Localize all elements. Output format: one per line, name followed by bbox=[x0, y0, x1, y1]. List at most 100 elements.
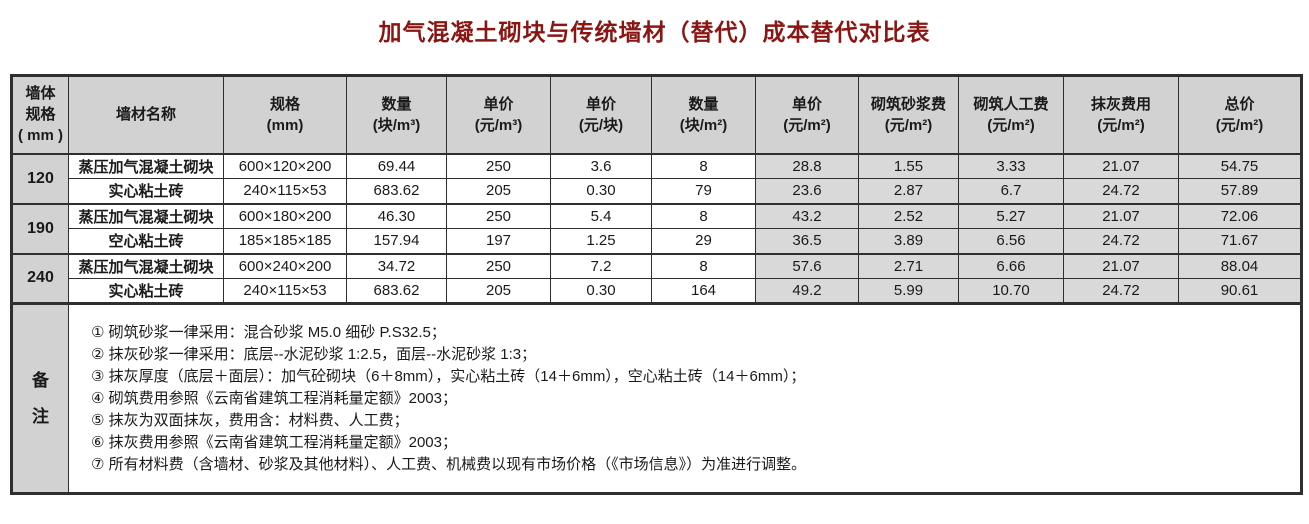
cell-size: 600×240×200 bbox=[223, 252, 347, 279]
table-row: 实心粘土砖 240×115×53 683.62 205 0.30 79 23.6… bbox=[12, 178, 1302, 204]
header-line: (块/m²) bbox=[679, 116, 728, 134]
col-header-price-per-m2: 单价 (元/m²) bbox=[755, 75, 859, 155]
col-header-plaster-fee: 抹灰费用 (元/m²) bbox=[1063, 75, 1179, 155]
cell-price-m2: 23.6 bbox=[755, 178, 859, 204]
cell-price-m2: 57.6 bbox=[755, 252, 859, 279]
cell-price-m3: 250 bbox=[446, 252, 551, 279]
cell-qty-m3: 683.62 bbox=[346, 178, 447, 204]
note-line: ③ 抹灰厚度（底层＋面层）：加气砼砌块（6＋8mm），实心粘土砖（14＋6mm）… bbox=[91, 367, 806, 385]
notes-label-char: 备 bbox=[32, 370, 49, 390]
header-line: 抹灰费用 bbox=[1090, 95, 1151, 113]
wall-spec-cell: 120 bbox=[11, 153, 69, 204]
cell-price-block: 1.25 bbox=[550, 228, 652, 254]
cell-price-m3: 250 bbox=[446, 202, 551, 229]
cost-comparison-table: 墙体 规格 ( mm ) 墙材名称 规格 (mm) 数量 (块/m³) 单价 (… bbox=[10, 74, 1303, 495]
cell-price-block: 0.30 bbox=[550, 178, 652, 204]
notes-label-char: 注 bbox=[32, 406, 49, 426]
cell-total: 71.67 bbox=[1178, 228, 1302, 254]
cell-labor-fee: 6.66 bbox=[958, 252, 1064, 279]
cell-price-block: 0.30 bbox=[550, 278, 652, 304]
cell-qty-m3: 69.44 bbox=[346, 153, 447, 179]
cell-material: 实心粘土砖 bbox=[68, 178, 224, 204]
header-line: ( mm ) bbox=[18, 127, 63, 145]
col-header-masonry-mortar-fee: 砌筑砂浆费 (元/m²) bbox=[858, 75, 959, 155]
cell-mortar-fee: 5.99 bbox=[858, 278, 959, 304]
note-line: ④ 砌筑费用参照《云南省建筑工程消耗量定额》2003； bbox=[91, 389, 457, 407]
cell-size: 240×115×53 bbox=[223, 278, 347, 304]
header-line: 单价 bbox=[791, 95, 822, 113]
header-line: 墙材名称 bbox=[115, 106, 176, 124]
cell-price-m2: 28.8 bbox=[755, 153, 859, 179]
table-row: 实心粘土砖 240×115×53 683.62 205 0.30 164 49.… bbox=[12, 278, 1302, 304]
cell-mortar-fee: 2.71 bbox=[858, 252, 959, 279]
col-header-masonry-labor-fee: 砌筑人工费 (元/m²) bbox=[958, 75, 1064, 155]
cell-material: 实心粘土砖 bbox=[68, 278, 224, 304]
header-line: 数量 bbox=[688, 95, 719, 113]
page-title: 加气混凝土砌块与传统墙材（替代）成本替代对比表 bbox=[378, 19, 931, 45]
cell-qty-m3: 157.94 bbox=[346, 228, 447, 254]
header-row: 墙体 规格 ( mm ) 墙材名称 规格 (mm) 数量 (块/m³) 单价 (… bbox=[11, 75, 1302, 155]
cell-material: 空心粘土砖 bbox=[68, 228, 224, 254]
cell-material: 蒸压加气混凝土砌块 bbox=[68, 252, 224, 279]
cell-qty-m2: 8 bbox=[651, 252, 756, 279]
header-line: 单价 bbox=[483, 95, 514, 113]
header-line: 总价 bbox=[1224, 95, 1255, 113]
cell-labor-fee: 3.33 bbox=[958, 153, 1064, 179]
header-line: 单价 bbox=[585, 95, 616, 113]
table-row: 240 蒸压加气混凝土砌块 600×240×200 34.72 250 7.2 … bbox=[11, 252, 1302, 304]
note-line: ⑤ 抹灰为双面抹灰，费用含：材料费、人工费； bbox=[91, 411, 409, 429]
cell-total: 88.04 bbox=[1178, 252, 1302, 279]
cell-total: 57.89 bbox=[1178, 178, 1302, 204]
note-line: ① 砌筑砂浆一律采用：混合砂浆 M5.0 细砂 P.S32.5； bbox=[91, 323, 446, 341]
cell-qty-m3: 34.72 bbox=[346, 252, 447, 279]
cell-plaster-fee: 24.72 bbox=[1063, 178, 1179, 204]
table-row: 190 蒸压加气混凝土砌块 600×180×200 46.30 250 5.4 … bbox=[11, 202, 1302, 254]
cell-qty-m2: 8 bbox=[651, 153, 756, 179]
cell-qty-m3: 683.62 bbox=[346, 278, 447, 304]
header-line: 砌筑人工费 bbox=[973, 95, 1049, 113]
cell-qty-m2: 79 bbox=[651, 178, 756, 204]
cell-qty-m2: 164 bbox=[651, 278, 756, 304]
cell-plaster-fee: 24.72 bbox=[1063, 228, 1179, 254]
header-line: (mm) bbox=[266, 116, 304, 134]
col-header-size: 规格 (mm) bbox=[223, 75, 347, 155]
cell-plaster-fee: 21.07 bbox=[1063, 252, 1179, 279]
note-line: ⑥ 抹灰费用参照《云南省建筑工程消耗量定额》2003； bbox=[91, 433, 457, 451]
col-header-material-name: 墙材名称 bbox=[68, 75, 224, 155]
header-line: (元/m²) bbox=[783, 116, 831, 134]
cell-price-m2: 49.2 bbox=[755, 278, 859, 304]
col-header-price-per-block: 单价 (元/块) bbox=[550, 75, 652, 155]
cell-price-m3: 205 bbox=[446, 278, 551, 304]
header-line: (元/m³) bbox=[474, 116, 523, 134]
cell-price-block: 7.2 bbox=[550, 252, 652, 279]
cell-qty-m2: 29 bbox=[651, 228, 756, 254]
col-header-wall-spec: 墙体 规格 ( mm ) bbox=[11, 75, 69, 155]
notes-content: ① 砌筑砂浆一律采用：混合砂浆 M5.0 细砂 P.S32.5； ② 抹灰砂浆一… bbox=[68, 302, 1302, 494]
col-header-qty-per-m2: 数量 (块/m²) bbox=[651, 75, 756, 155]
table-row: 120 蒸压加气混凝土砌块 600×120×200 69.44 250 3.6 … bbox=[11, 153, 1302, 204]
note-line: ⑦ 所有材料费（含墙材、砂浆及其他材料）、人工费、机械费以现有市场价格（《市场信… bbox=[91, 455, 807, 473]
header-line: 规格 bbox=[25, 106, 56, 124]
cell-size: 240×115×53 bbox=[223, 178, 347, 204]
col-header-total-price: 总价 (元/m²) bbox=[1178, 75, 1302, 155]
cell-size: 185×185×185 bbox=[223, 228, 347, 254]
cell-size: 600×120×200 bbox=[223, 153, 347, 179]
cell-mortar-fee: 3.89 bbox=[858, 228, 959, 254]
notes-label: 备 注 bbox=[11, 302, 69, 494]
note-line: ② 抹灰砂浆一律采用：底层--水泥砂浆 1:2.5，面层--水泥砂浆 1:3； bbox=[91, 345, 537, 363]
cell-labor-fee: 6.7 bbox=[958, 178, 1064, 204]
header-line: (元/m²) bbox=[987, 116, 1035, 134]
wall-spec-cell: 240 bbox=[11, 252, 69, 304]
cell-labor-fee: 6.56 bbox=[958, 228, 1064, 254]
wall-spec-cell: 190 bbox=[11, 202, 69, 254]
header-line: 砌筑砂浆费 bbox=[870, 95, 946, 113]
cell-price-m2: 43.2 bbox=[755, 202, 859, 229]
col-header-qty-per-m3: 数量 (块/m³) bbox=[346, 75, 447, 155]
cell-price-m3: 205 bbox=[446, 178, 551, 204]
header-line: (元/m²) bbox=[884, 116, 933, 134]
cell-price-block: 3.6 bbox=[550, 153, 652, 179]
header-line: (元/m²) bbox=[1097, 116, 1145, 134]
col-header-price-per-m3: 单价 (元/m³) bbox=[446, 75, 551, 155]
cell-labor-fee: 5.27 bbox=[958, 202, 1064, 229]
cell-price-m3: 197 bbox=[446, 228, 551, 254]
